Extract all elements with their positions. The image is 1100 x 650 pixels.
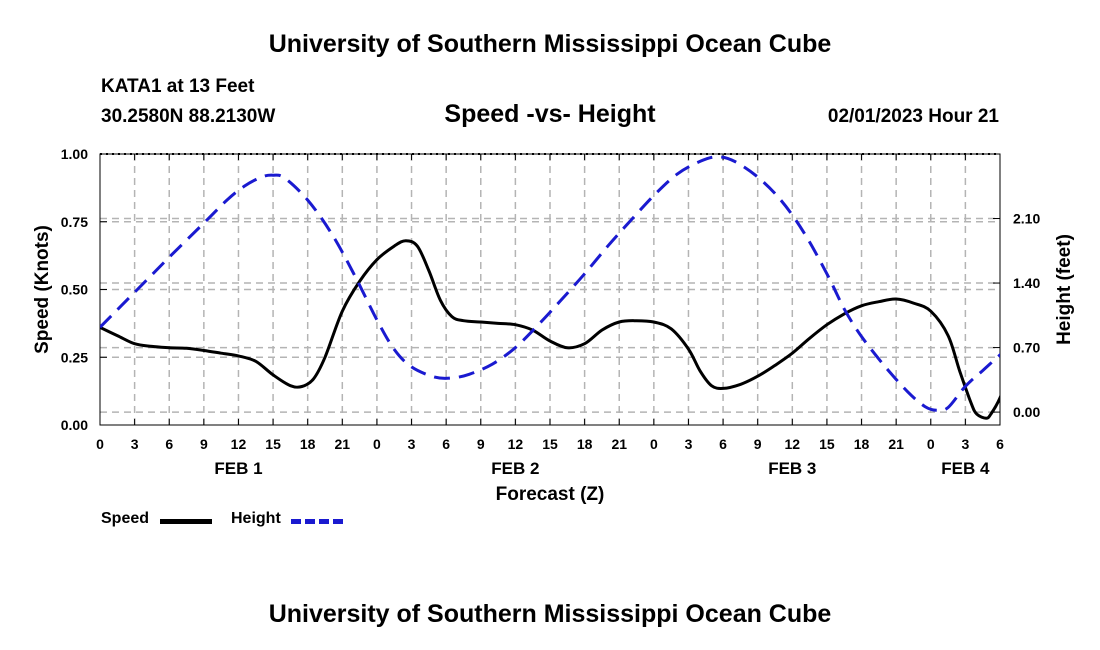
x-tick-label: 21 xyxy=(335,436,351,452)
forecast-datetime: 02/01/2023 Hour 21 xyxy=(827,106,999,127)
y2-tick-label: 0.70 xyxy=(1013,340,1040,356)
y2-tick-label: 1.40 xyxy=(1013,275,1040,291)
x-tick-label: 12 xyxy=(508,436,524,452)
station-label: KATA1 at 13 Feet xyxy=(101,76,255,97)
grid-lines xyxy=(100,154,1000,425)
y2-tick-label: 2.10 xyxy=(1013,211,1040,227)
x-tick-label: 0 xyxy=(96,436,104,452)
x-tick-label: 21 xyxy=(611,436,627,452)
y-tick-label: 1.00 xyxy=(61,146,88,162)
x-tick-label: 12 xyxy=(231,436,247,452)
x-tick-label: 18 xyxy=(300,436,316,452)
legend-height-label: Height xyxy=(231,510,281,527)
legend-speed-swatch xyxy=(160,519,212,524)
x-tick-label: 9 xyxy=(200,436,208,452)
footer-title: University of Southern Mississippi Ocean… xyxy=(268,600,832,628)
x-axis-label: Forecast (Z) xyxy=(496,484,605,505)
x-tick-label: 18 xyxy=(854,436,870,452)
y-tick-label: 0.75 xyxy=(61,214,88,230)
y2-tick-label: 0.00 xyxy=(1013,404,1040,420)
x-tick-label: 0 xyxy=(927,436,935,452)
data-series xyxy=(100,155,1000,420)
x-day-label: FEB 4 xyxy=(941,459,990,478)
x-tick-label: 0 xyxy=(650,436,658,452)
legend-speed-label: Speed xyxy=(101,510,150,527)
x-tick-label: 6 xyxy=(165,436,173,452)
x-day-label: FEB 2 xyxy=(491,459,539,478)
legend-height-swatch xyxy=(291,519,343,524)
x-tick-label: 21 xyxy=(888,436,904,452)
x-tick-label: 15 xyxy=(542,436,558,452)
y-axis-label: Speed (Knots) xyxy=(32,225,53,354)
x-day-label: FEB 3 xyxy=(768,459,816,478)
chart-title: University of Southern Mississippi Ocean… xyxy=(268,30,832,58)
height-series-line xyxy=(100,155,1000,413)
x-tick-label: 3 xyxy=(408,436,416,452)
x-tick-label: 18 xyxy=(577,436,593,452)
y-tick-label: 0.50 xyxy=(61,282,88,298)
x-tick-label: 3 xyxy=(131,436,139,452)
y-tick-label: 0.00 xyxy=(61,417,88,433)
x-tick-label: 3 xyxy=(961,436,969,452)
station-coordinates: 30.2580N 88.2130W xyxy=(101,106,276,127)
x-tick-label: 0 xyxy=(373,436,381,452)
x-tick-label: 12 xyxy=(785,436,801,452)
x-tick-label: 6 xyxy=(719,436,727,452)
x-tick-label: 6 xyxy=(442,436,450,452)
x-tick-label: 15 xyxy=(819,436,835,452)
x-tick-label: 3 xyxy=(685,436,693,452)
x-tick-label: 9 xyxy=(754,436,762,452)
x-day-label: FEB 1 xyxy=(214,459,262,478)
chart-subtitle: Speed -vs- Height xyxy=(444,100,656,128)
speed-series-line xyxy=(100,239,1000,420)
y2-axis-label: Height (feet) xyxy=(1054,234,1075,345)
x-tick-label: 15 xyxy=(265,436,281,452)
x-tick-label: 9 xyxy=(477,436,485,452)
y-tick-label: 0.25 xyxy=(61,349,88,365)
axis-ticks: 0 3 6 9 12 15 18 21 0 3 6 9 12 15 18 21 0 3 6 9 12 15 18 21 0 3 6F… xyxy=(61,146,1041,478)
x-tick-label: 6 xyxy=(996,436,1004,452)
